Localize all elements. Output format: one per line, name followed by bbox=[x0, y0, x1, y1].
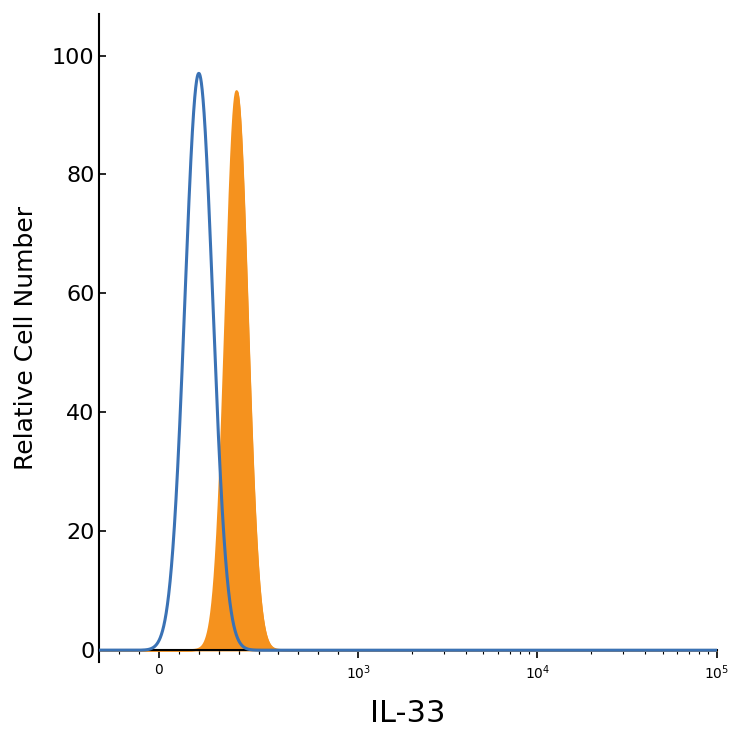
Y-axis label: Relative Cell Number: Relative Cell Number bbox=[14, 206, 38, 470]
X-axis label: IL-33: IL-33 bbox=[370, 698, 446, 727]
